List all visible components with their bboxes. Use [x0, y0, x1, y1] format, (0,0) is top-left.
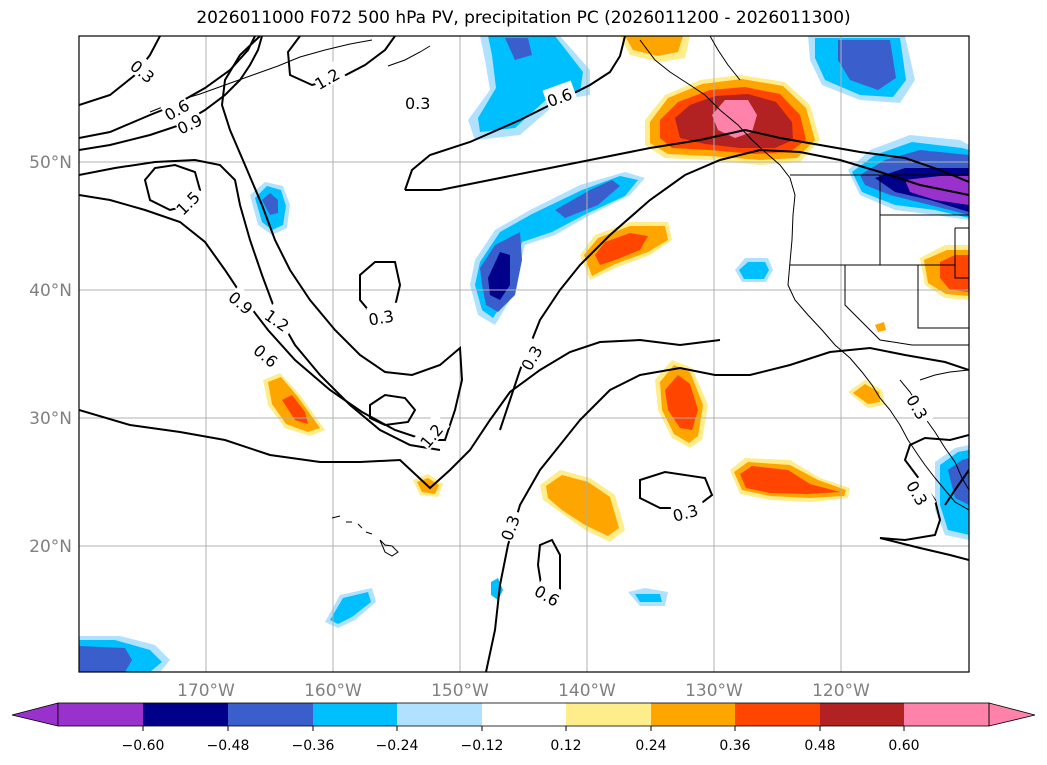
colorbar-tick-label: 0.36	[719, 738, 750, 754]
colorbar-segment-pink	[904, 703, 989, 726]
colorbar-segment-navy	[143, 703, 228, 726]
precip-positive-127w	[730, 458, 850, 502]
precip-negative-128w	[735, 258, 773, 282]
lon-label-150w: 150°W	[431, 681, 489, 701]
longitude-labels: 170°W 160°W 150°W 140°W 130°W 120°W	[177, 681, 870, 701]
colorbar-tick-label: 0.60	[888, 738, 919, 754]
precip-positive-142w	[540, 470, 625, 542]
colorbar-ticks	[142, 726, 905, 731]
lon-label-170w: 170°W	[177, 681, 235, 701]
colorbar-extend-min	[11, 702, 59, 727]
lon-label-160w: 160°W	[304, 681, 362, 701]
lon-label-140w: 140°W	[558, 681, 616, 701]
colorbar-tick-label: −0.36	[292, 738, 335, 754]
colorbar: −0.60 −0.48 −0.36 −0.24 −0.12 0.12 0.24 …	[11, 702, 1036, 754]
colorbar-tick-label: −0.24	[376, 738, 419, 754]
colorbar-segment-orangered	[735, 703, 820, 726]
precip-negative-northern-rockies	[848, 135, 969, 220]
precip-positive-alaska-panhandle	[620, 36, 690, 62]
precip-negative-165w	[250, 182, 290, 235]
pv-contours	[79, 36, 969, 672]
contour-label-03-c: 0.3	[367, 306, 395, 329]
figure-title: 2026011000 F072 500 hPa PV, precipitatio…	[196, 8, 851, 28]
gridlines	[79, 36, 969, 672]
map-area: 0.3 0.6 0.9 1.2 1.5 0.3 0.6 0.9 1.2 0.6 …	[79, 36, 969, 672]
precip-negative-gulf-of-alaska	[468, 36, 590, 140]
colorbar-segment-purple	[58, 703, 143, 726]
lat-label-50n: 50°N	[29, 153, 72, 173]
colorbar-tick-label: 0.12	[550, 738, 581, 754]
colorbar-segment-lightyellow	[566, 703, 651, 726]
lon-label-120w: 120°W	[812, 681, 870, 701]
colorbar-tick-label: −0.48	[207, 738, 250, 754]
lat-label-40n: 40°N	[29, 281, 72, 301]
precip-positive-118w-b	[853, 384, 880, 404]
precip-positive-133w	[655, 360, 708, 448]
precip-negative-sw-corner	[79, 636, 170, 672]
colorbar-extend-max	[988, 702, 1036, 727]
colorbar-segment-sky	[313, 703, 397, 726]
colorbar-tick-label: 0.48	[804, 738, 835, 754]
colorbar-segment-firebrick	[820, 703, 904, 726]
colorbar-tick-label: −0.60	[122, 738, 165, 754]
precip-negative-ne	[808, 36, 915, 103]
precip-positive-nevada	[920, 245, 969, 300]
lat-label-20n: 20°N	[29, 537, 72, 557]
latitude-labels: 50°N 40°N 30°N 20°N	[29, 153, 72, 557]
colorbar-tick-label: 0.24	[635, 738, 666, 754]
precip-negative-central-pacific	[470, 172, 645, 325]
precip-positive-small-cal	[875, 322, 886, 332]
colorbar-segment-white	[482, 703, 566, 726]
colorbar-segment-blue	[228, 703, 313, 726]
colorbar-segment-lightsky	[397, 703, 482, 726]
precip-positive-42n	[580, 222, 672, 280]
colorbar-tick-label: −0.12	[461, 738, 504, 754]
lon-label-130w: 130°W	[685, 681, 743, 701]
contour-label-03-b: 0.3	[405, 94, 430, 113]
lat-label-30n: 30°N	[29, 409, 72, 429]
colorbar-segment-orange	[651, 703, 735, 726]
colorbar-frame	[57, 702, 990, 727]
map-frame	[78, 35, 970, 673]
precip-negative-160w	[325, 588, 376, 628]
precip-negative-138w-b	[635, 594, 662, 602]
